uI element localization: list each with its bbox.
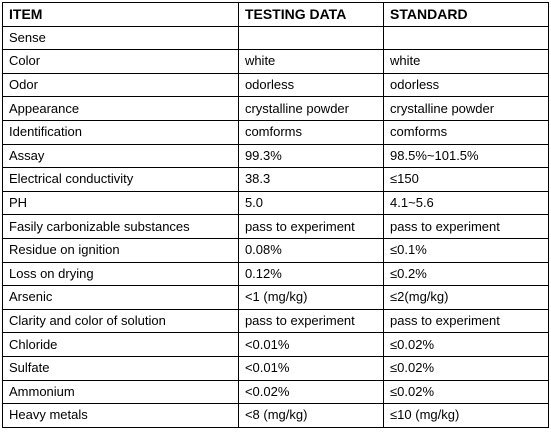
testing-data-cell: 99.3% <box>237 143 385 169</box>
standard-cell: 4.1~5.6 <box>383 190 549 216</box>
standard-cell: ≤150 <box>383 167 549 192</box>
table-row: Clarity and color of solution pass to ex… <box>2 308 549 334</box>
table-header: ITEM TESTING DATA STANDARD <box>2 2 549 27</box>
standard-cell: 98.5%~101.5% <box>383 143 549 169</box>
table-row: Electrical conductivity 38.3 ≤150 <box>2 167 549 192</box>
item-cell: Odor <box>2 72 239 98</box>
testing-data-cell: odorless <box>237 72 385 98</box>
item-cell: Electrical conductivity <box>2 167 239 192</box>
table-row: Identification comforms comforms <box>2 119 549 145</box>
item-cell: Heavy metals <box>2 403 239 428</box>
item-cell: Sulfate <box>2 355 239 381</box>
standard-cell: ≤0.02% <box>383 379 549 405</box>
table-row: Fasily carbonizable substances pass to e… <box>2 214 549 239</box>
item-cell: Arsenic <box>2 285 239 310</box>
testing-data-cell: pass to experiment <box>237 214 385 239</box>
testing-data-cell: 38.3 <box>237 167 385 192</box>
table-row: Chloride <0.01% ≤0.02% <box>2 332 549 357</box>
table-row: Arsenic <1 (mg/kg) ≤2(mg/kg) <box>2 285 549 310</box>
testing-data-cell: 0.12% <box>237 261 385 287</box>
item-cell: Ammonium <box>2 379 239 405</box>
item-cell: Loss on drying <box>2 261 239 287</box>
testing-data-cell: <8 (mg/kg) <box>237 403 385 428</box>
item-cell: Assay <box>2 143 239 169</box>
specification-table: ITEM TESTING DATA STANDARD Sense Color w… <box>2 2 549 428</box>
item-cell: Appearance <box>2 96 239 121</box>
testing-data-cell: 0.08% <box>237 237 385 263</box>
item-cell: Identification <box>2 119 239 145</box>
testing-data-cell: <0.01% <box>237 355 385 381</box>
standard-cell: ≤0.1% <box>383 237 549 263</box>
table-row: Heavy metals <8 (mg/kg) ≤10 (mg/kg) <box>2 403 549 428</box>
testing-data-cell: comforms <box>237 119 385 145</box>
table-row: Loss on drying 0.12% ≤0.2% <box>2 261 549 287</box>
standard-cell: ≤0.02% <box>383 332 549 357</box>
standard-cell: ≤2(mg/kg) <box>383 285 549 310</box>
standard-cell: white <box>383 49 549 74</box>
header-testing-data: TESTING DATA <box>237 2 385 27</box>
testing-data-cell: <0.02% <box>237 379 385 405</box>
standard-cell: pass to experiment <box>383 308 549 334</box>
standard-cell: odorless <box>383 72 549 98</box>
table-row: Odor odorless odorless <box>2 72 549 98</box>
testing-data-cell: white <box>237 49 385 74</box>
standard-cell: ≤10 (mg/kg) <box>383 403 549 428</box>
testing-data-cell: 5.0 <box>237 190 385 216</box>
standard-cell: pass to experiment <box>383 214 549 239</box>
standard-cell <box>383 25 549 51</box>
item-cell: Color <box>2 49 239 74</box>
header-item: ITEM <box>2 2 239 27</box>
table-row: Ammonium <0.02% ≤0.02% <box>2 379 549 405</box>
item-cell: Residue on ignition <box>2 237 239 263</box>
table-body: Sense Color white white Odor odorless od… <box>2 25 549 428</box>
testing-data-cell: crystalline powder <box>237 96 385 121</box>
table-row: Assay 99.3% 98.5%~101.5% <box>2 143 549 169</box>
standard-cell: crystalline powder <box>383 96 549 121</box>
header-row: ITEM TESTING DATA STANDARD <box>2 2 549 27</box>
table-row: Appearance crystalline powder crystallin… <box>2 96 549 121</box>
item-cell: PH <box>2 190 239 216</box>
testing-data-cell: <1 (mg/kg) <box>237 285 385 310</box>
standard-cell: ≤0.02% <box>383 355 549 381</box>
item-cell: Sense <box>2 25 239 51</box>
testing-data-cell <box>237 25 385 51</box>
table-row: PH 5.0 4.1~5.6 <box>2 190 549 216</box>
table-row: Residue on ignition 0.08% ≤0.1% <box>2 237 549 263</box>
testing-data-cell: pass to experiment <box>237 308 385 334</box>
standard-cell: comforms <box>383 119 549 145</box>
header-standard: STANDARD <box>383 2 549 27</box>
item-cell: Chloride <box>2 332 239 357</box>
item-cell: Clarity and color of solution <box>2 308 239 334</box>
table-row: Color white white <box>2 49 549 74</box>
table-row: Sulfate <0.01% ≤0.02% <box>2 355 549 381</box>
item-cell: Fasily carbonizable substances <box>2 214 239 239</box>
testing-data-cell: <0.01% <box>237 332 385 357</box>
standard-cell: ≤0.2% <box>383 261 549 287</box>
table-row: Sense <box>2 25 549 51</box>
